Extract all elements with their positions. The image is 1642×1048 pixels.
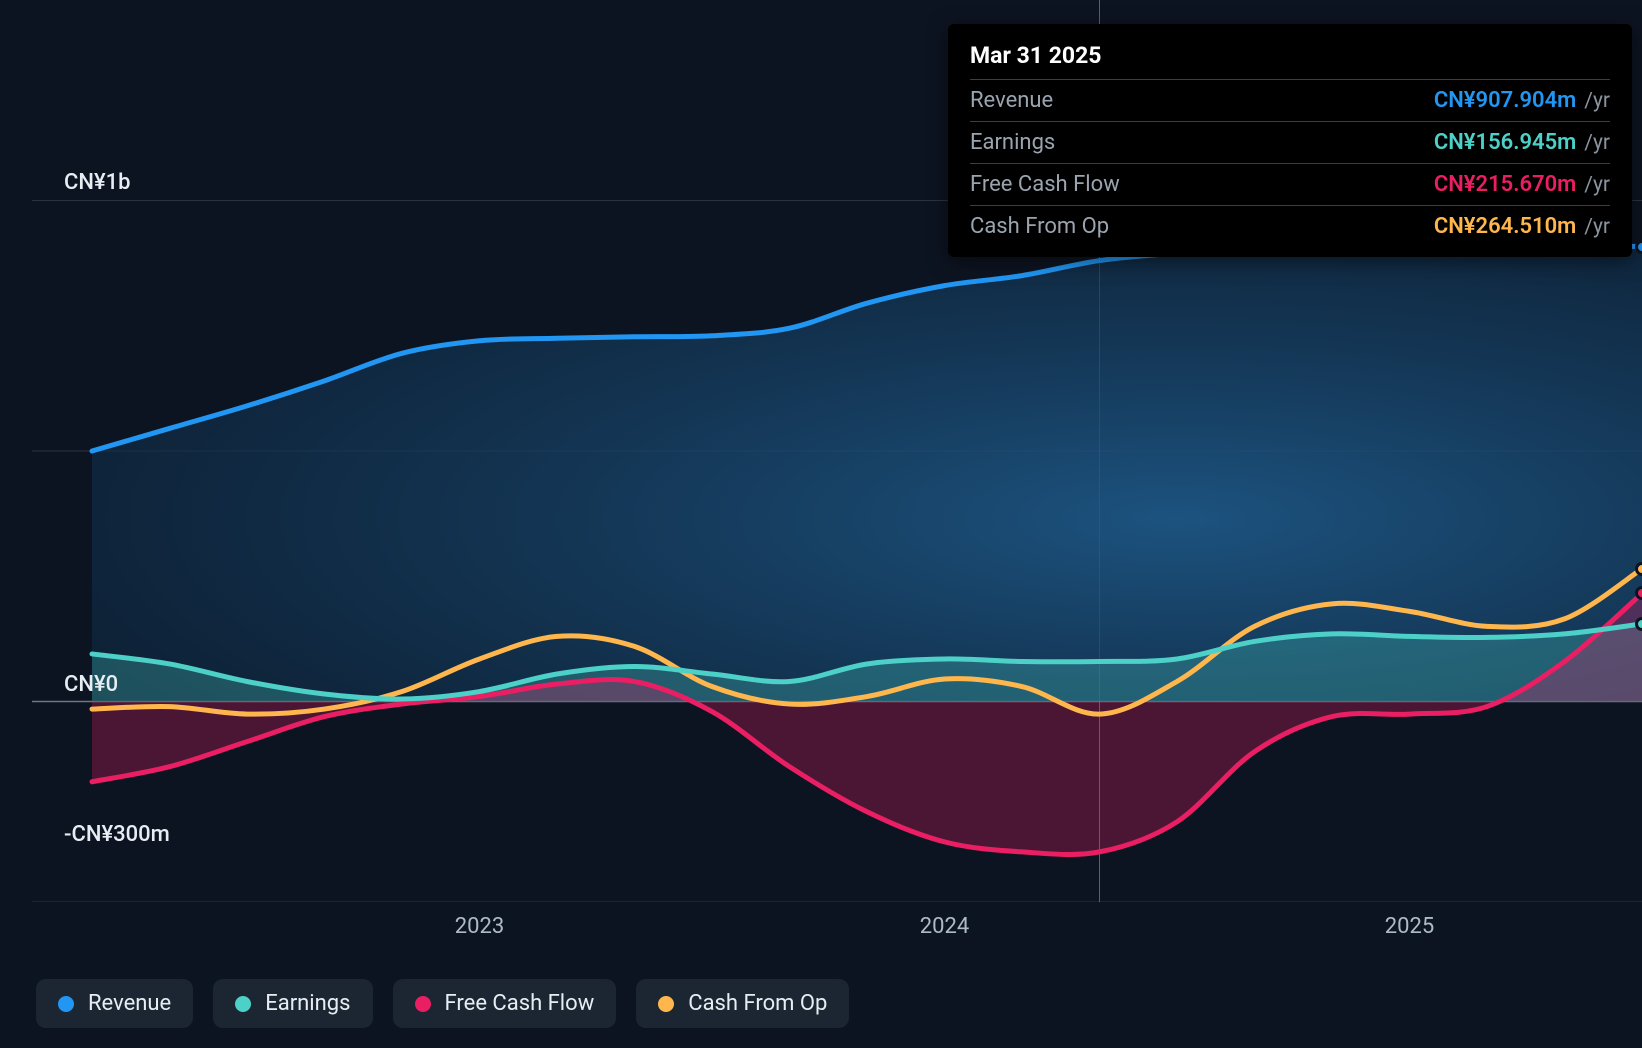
series-end-marker (1635, 617, 1642, 631)
tooltip-row: Cash From OpCN¥264.510m/yr (970, 205, 1610, 247)
series-end-marker (1635, 562, 1642, 576)
legend-dot-icon (235, 996, 251, 1012)
legend-label: Cash From Op (688, 991, 827, 1016)
tooltip-metric-label: Free Cash Flow (970, 172, 1434, 197)
tooltip-unit: /yr (1584, 215, 1610, 239)
legend-label: Revenue (88, 991, 171, 1016)
legend-dot-icon (658, 996, 674, 1012)
tooltip-row: Free Cash FlowCN¥215.670m/yr (970, 163, 1610, 205)
tooltip-row: EarningsCN¥156.945m/yr (970, 121, 1610, 163)
tooltip-metric-label: Earnings (970, 130, 1434, 155)
x-axis-tick: 2025 (1385, 914, 1434, 939)
legend-dot-icon (415, 996, 431, 1012)
tooltip-metric-label: Cash From Op (970, 214, 1434, 239)
tooltip-unit: /yr (1584, 131, 1610, 155)
series-end-marker (1635, 586, 1642, 600)
hover-tooltip: Mar 31 2025 RevenueCN¥907.904m/yrEarning… (948, 24, 1632, 257)
tooltip-metric-value: CN¥156.945m (1434, 130, 1576, 155)
y-axis-tick: CN¥1b (64, 170, 131, 195)
legend-label: Free Cash Flow (445, 991, 595, 1016)
legend-dot-icon (58, 996, 74, 1012)
tooltip-metric-label: Revenue (970, 88, 1434, 113)
tooltip-metric-value: CN¥264.510m (1434, 214, 1576, 239)
legend-item[interactable]: Free Cash Flow (393, 979, 617, 1028)
x-axis-labels: 2023 2024 2025 (32, 914, 1642, 944)
series-end-marker (1635, 240, 1642, 254)
tooltip-unit: /yr (1584, 173, 1610, 197)
tooltip-metric-value: CN¥215.670m (1434, 172, 1576, 197)
legend-label: Earnings (265, 991, 350, 1016)
tooltip-row: RevenueCN¥907.904m/yr (970, 79, 1610, 121)
x-axis-tick: 2023 (455, 914, 504, 939)
tooltip-unit: /yr (1584, 89, 1610, 113)
tooltip-date: Mar 31 2025 (970, 42, 1610, 79)
financial-chart: CN¥1bCN¥0-CN¥300m Past 202320242025 Mar … (0, 0, 1642, 1048)
chart-legend: Revenue Earnings Free Cash Flow Cash From O… (36, 979, 849, 1028)
legend-item[interactable]: Cash From Op (636, 979, 849, 1028)
tooltip-metric-value: CN¥907.904m (1434, 88, 1576, 113)
y-axis-tick: -CN¥300m (64, 822, 170, 847)
legend-item[interactable]: Earnings (213, 979, 372, 1028)
y-axis-tick: CN¥0 (64, 672, 118, 697)
x-axis-tick: 2024 (920, 914, 969, 939)
legend-item[interactable]: Revenue (36, 979, 193, 1028)
